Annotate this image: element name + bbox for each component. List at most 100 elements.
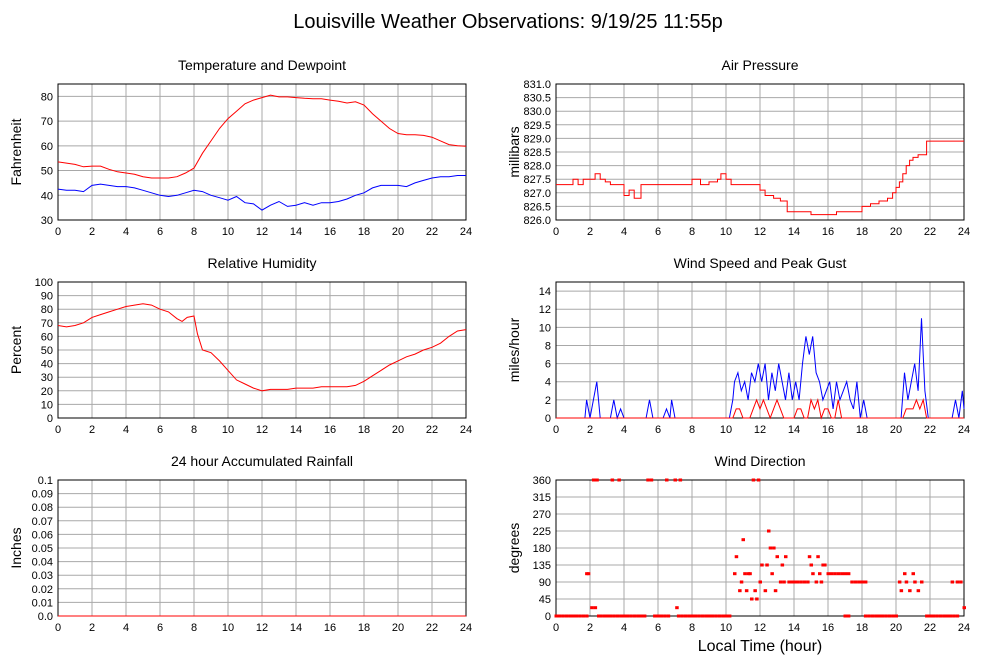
scatter-point [741, 538, 745, 542]
y-tick-label: 40 [41, 190, 53, 202]
scatter-point [773, 589, 778, 593]
x-tick-label: 4 [621, 622, 627, 634]
scatter-point [693, 614, 698, 618]
y-tick-label: 10 [41, 399, 53, 411]
x-tick-label: 8 [689, 622, 695, 634]
x-tick-label: 20 [890, 622, 902, 634]
scatter-point [721, 614, 725, 618]
scatter-point [666, 614, 671, 618]
x-tick-label: 22 [426, 226, 438, 238]
scatter-point [938, 614, 943, 618]
y-tick-label: 0.02 [32, 584, 53, 596]
scatter-point [916, 589, 921, 593]
scatter-point [816, 555, 820, 559]
x-tick-label: 2 [587, 424, 593, 436]
scatter-point [593, 606, 598, 610]
scatter-point [775, 555, 779, 559]
y-tick-label: 315 [533, 492, 551, 504]
x-tick-label: 24 [958, 226, 970, 238]
scatter-point [585, 614, 589, 618]
scatter-point [952, 614, 956, 618]
y-axis-label: Fahrenheit [8, 118, 24, 185]
y-tick-label: 830.5 [523, 93, 551, 105]
figure-title: Louisville Weather Observations: 9/19/25… [293, 11, 723, 33]
x-tick-label: 2 [89, 424, 95, 436]
y-tick-label: 360 [533, 475, 551, 487]
y-tick-label: 50 [41, 345, 53, 357]
scatter-point [823, 563, 827, 567]
plot-frame [57, 83, 467, 221]
scatter-point [863, 580, 868, 584]
x-tick-label: 24 [460, 226, 472, 238]
scatter-point [595, 478, 599, 482]
scatter-point [959, 580, 963, 584]
x-tick-label: 24 [460, 622, 472, 634]
y-tick-label: 10 [539, 322, 551, 334]
x-tick-label: 24 [958, 622, 970, 634]
scatter-point [840, 572, 844, 576]
scatter-point [935, 614, 939, 618]
y-tick-label: 831.0 [523, 79, 551, 91]
scatter-point [625, 614, 630, 618]
y-tick-label: 70 [41, 116, 53, 128]
x-tick-label: 4 [123, 622, 129, 634]
x-tick-label: 0 [553, 622, 559, 634]
scatter-point [564, 614, 569, 618]
x-tick-label: 8 [689, 226, 695, 238]
y-axis-label: millibars [506, 126, 522, 177]
y-tick-label: 14 [539, 286, 551, 298]
series-line-0 [57, 303, 467, 392]
y-tick-label: 50 [41, 166, 53, 178]
scatter-point [870, 614, 875, 618]
x-tick-label: 0 [55, 424, 61, 436]
x-tick-label: 8 [191, 622, 197, 634]
x-tick-label: 12 [256, 622, 268, 634]
scatter-point [802, 580, 807, 584]
y-tick-label: 4 [545, 377, 551, 389]
scatter-point [632, 614, 637, 618]
y-tick-label: 0.01 [32, 597, 53, 609]
scatter-point [799, 580, 803, 584]
scatter-point [850, 580, 854, 584]
x-tick-label: 8 [689, 424, 695, 436]
x-tick-label: 6 [655, 622, 661, 634]
x-tick-label: 12 [256, 424, 268, 436]
x-tick-label: 22 [924, 622, 936, 634]
scatter-point [656, 614, 660, 618]
scatter-point [738, 589, 742, 593]
scatter-point [931, 614, 936, 618]
scatter-point [807, 555, 812, 559]
scatter-point [826, 572, 830, 576]
scatter-point [903, 572, 907, 576]
scatter-point [636, 614, 640, 618]
scatter-point [687, 614, 691, 618]
panel-title: Wind Direction [714, 453, 805, 469]
x-tick-label: 20 [392, 622, 404, 634]
scatter-point [755, 597, 759, 601]
x-tick-label: 20 [392, 226, 404, 238]
scatter-point [653, 614, 657, 618]
scatter-point [663, 614, 667, 618]
y-tick-label: 0 [545, 611, 551, 623]
scatter-point [659, 614, 664, 618]
scatter-point [782, 580, 786, 584]
scatter-point [724, 614, 728, 618]
panel-title: 24 hour Accumulated Rainfall [171, 453, 353, 469]
y-tick-label: 6 [545, 359, 551, 371]
scatter-point [833, 572, 837, 576]
scatter-point [897, 580, 902, 584]
x-tick-label: 18 [856, 226, 868, 238]
x-tick-label: 18 [856, 424, 868, 436]
scatter-point [602, 614, 606, 618]
grid [57, 281, 467, 419]
scatter-point [911, 572, 915, 576]
grid [57, 479, 467, 617]
y-tick-label: 828.0 [523, 161, 551, 173]
x-tick-label: 4 [621, 226, 627, 238]
scatter-point [615, 614, 620, 618]
scatter-point [945, 614, 949, 618]
x-tick-label: 18 [856, 622, 868, 634]
scatter-point [955, 580, 960, 584]
